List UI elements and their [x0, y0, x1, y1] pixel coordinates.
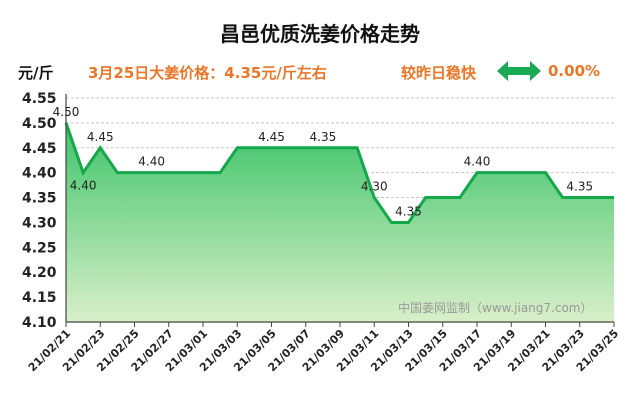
chart-title: 昌邑优质洗姜价格走势	[220, 22, 420, 46]
y-tick-label: 4.20	[22, 265, 57, 281]
data-label: 4.45	[87, 130, 114, 144]
data-label: 4.40	[70, 179, 97, 193]
data-label: 4.35	[310, 130, 337, 144]
data-label: 4.45	[258, 130, 285, 144]
y-tick-label: 4.30	[22, 215, 57, 231]
data-label: 4.30	[361, 180, 388, 194]
double-arrow-icon	[497, 61, 541, 81]
y-tick-label: 4.55	[22, 91, 57, 107]
compare-value: 0.00%	[548, 62, 601, 80]
price-area	[66, 122, 614, 322]
x-tick-labels: 21/02/2121/02/2321/02/2521/02/2721/03/01…	[26, 327, 621, 374]
y-tick-label: 4.25	[22, 240, 57, 256]
y-tick-label: 4.45	[22, 141, 57, 157]
data-label: 4.40	[138, 155, 165, 169]
watermark: 中国姜网监制（www.jiang7.com）	[398, 300, 592, 315]
y-tick-label: 4.40	[22, 166, 57, 182]
price-line	[64, 122, 614, 224]
compare-label: 较昨日稳快	[401, 64, 477, 82]
data-label: 4.35	[395, 204, 422, 218]
axes-layer	[65, 94, 615, 327]
y-tick-label: 4.50	[22, 116, 57, 132]
data-label: 4.50	[53, 105, 80, 119]
unit-label: 元/斤	[18, 64, 54, 82]
y-tick-label: 4.35	[22, 191, 57, 207]
y-tick-label: 4.15	[22, 290, 57, 306]
data-labels: 4.50 4.40 4.45 4.40 4.45 4.35 4.30 4.35 4.40 4.35	[53, 105, 593, 219]
data-label: 4.35	[566, 180, 593, 194]
price-note: 3月25日大姜价格：4.35元/斤左右	[88, 64, 327, 82]
y-tick-labels: 4.55 4.50 4.45 4.40 4.35 4.30 4.25 4.20 4.15 4.10	[22, 91, 57, 331]
data-label: 4.40	[464, 155, 491, 169]
y-tick-label: 4.10	[22, 315, 57, 331]
